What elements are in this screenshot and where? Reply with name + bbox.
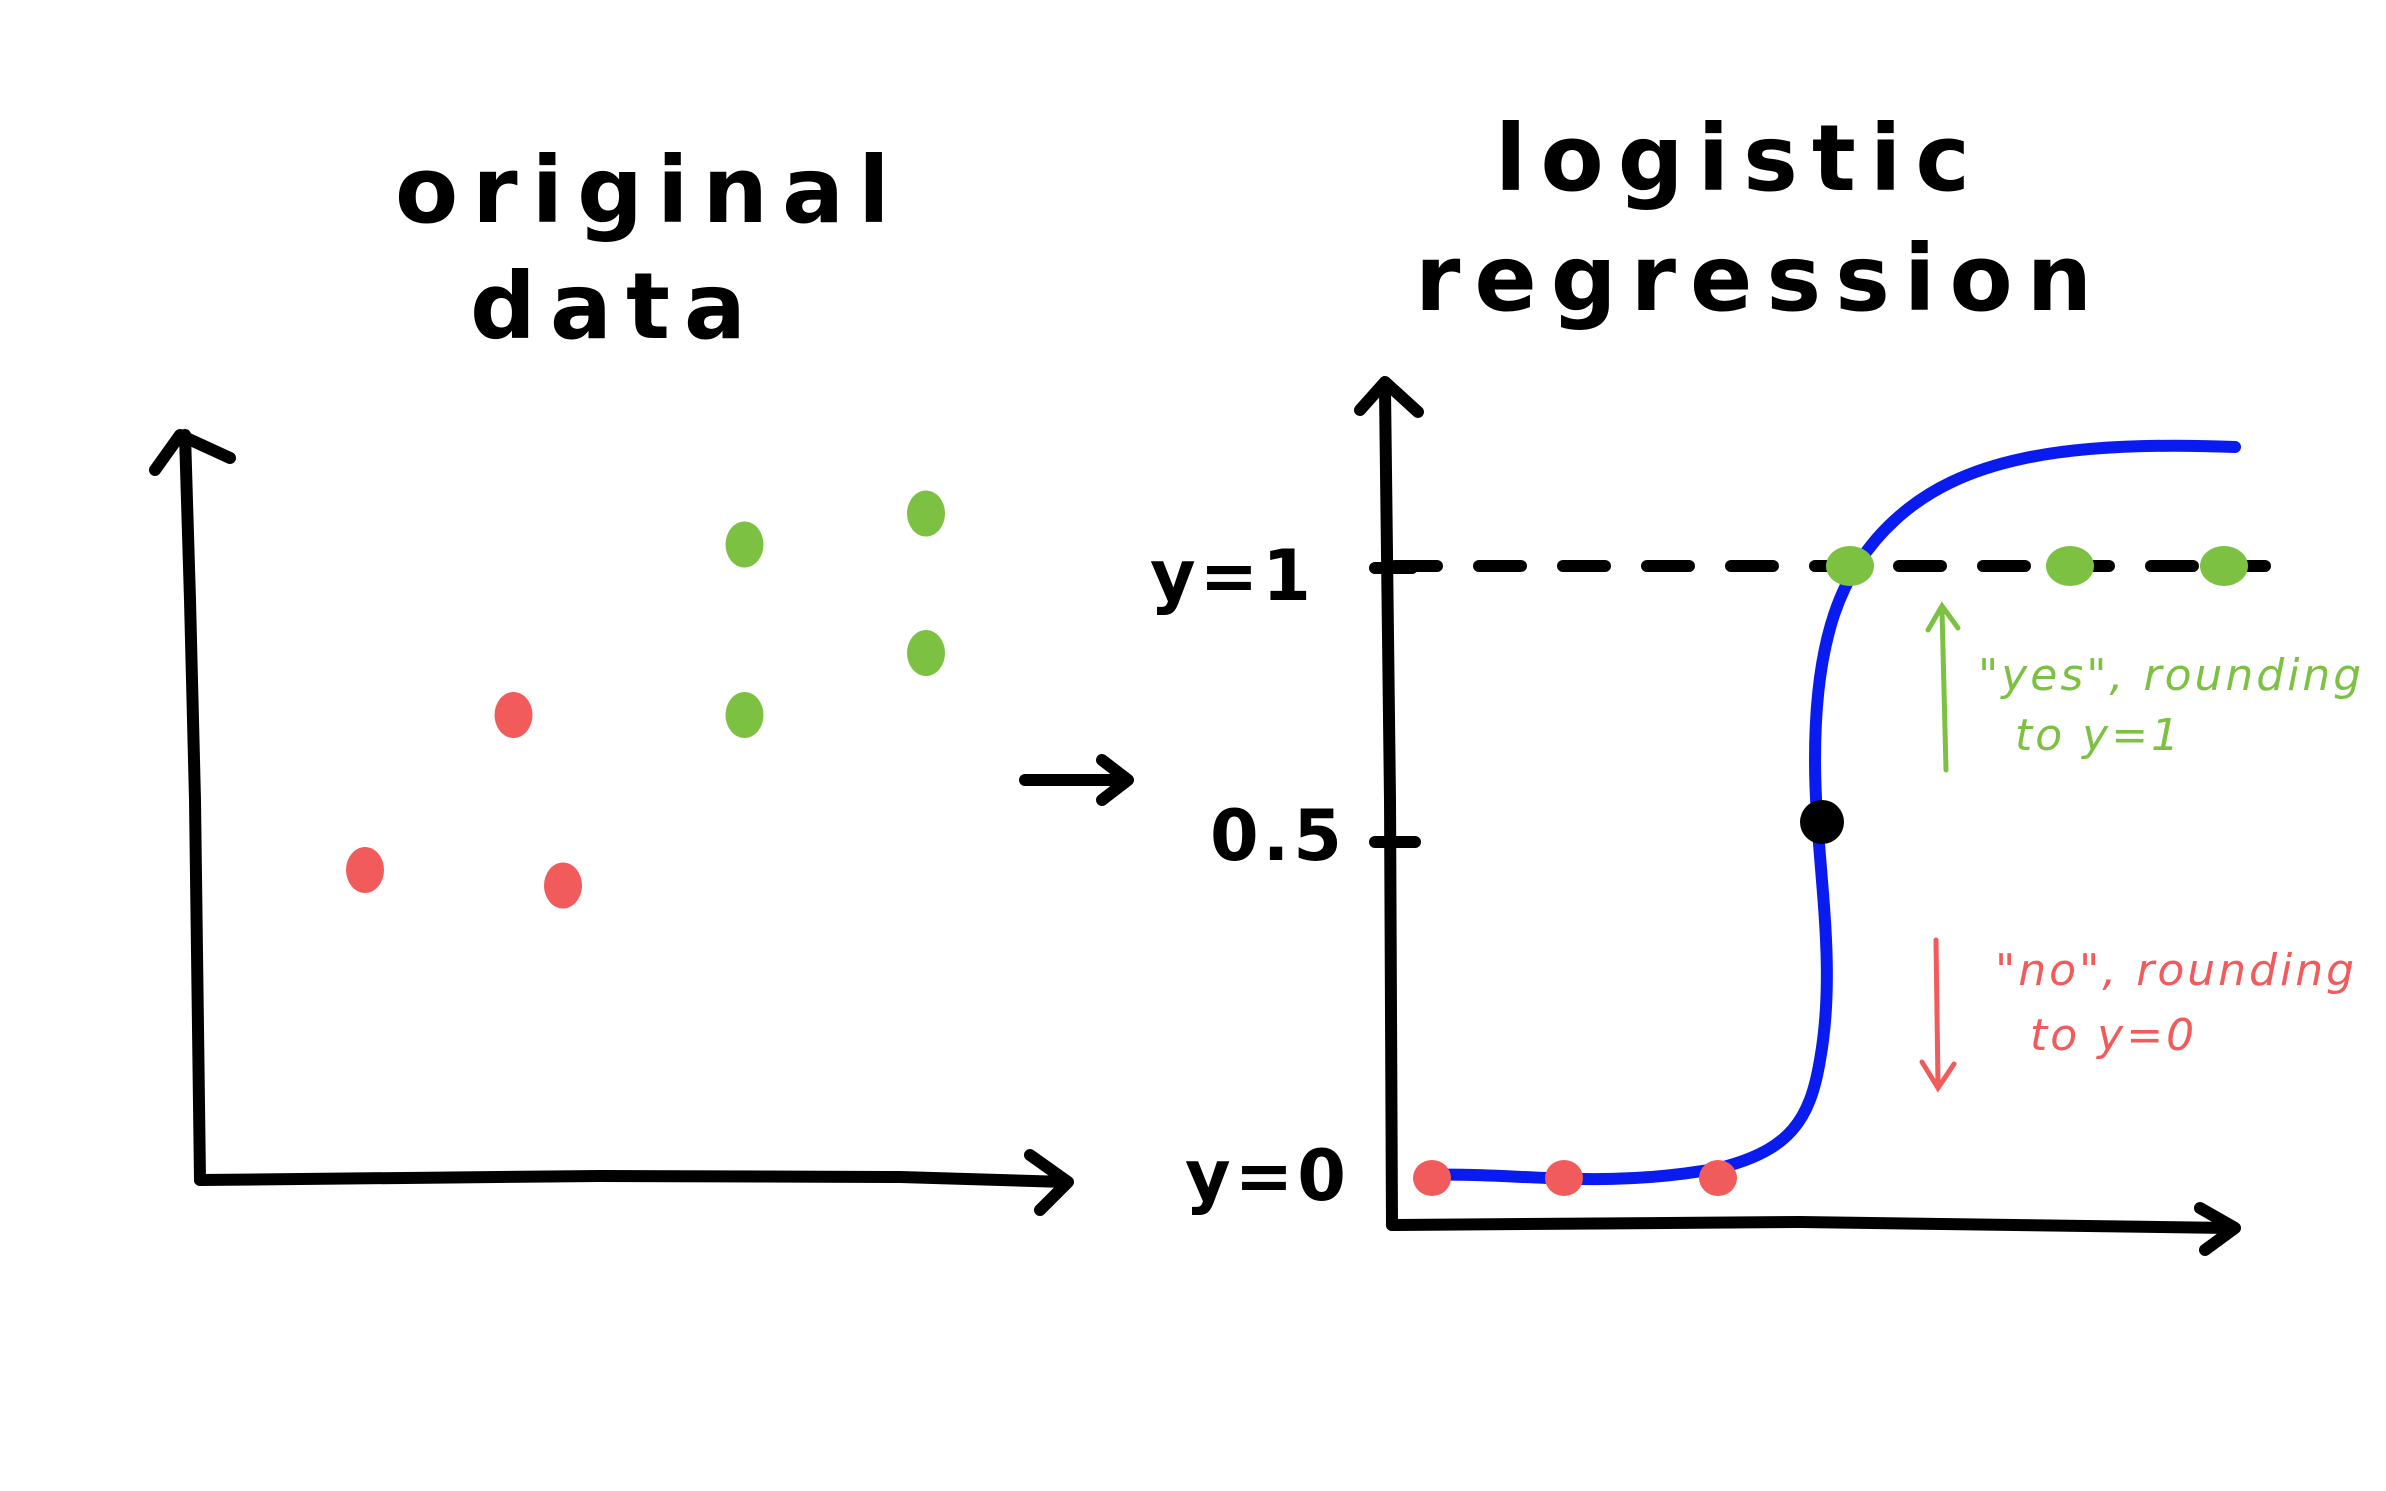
right-point-no-1 — [1545, 1160, 1583, 1196]
left-point-yes-5 — [907, 490, 945, 537]
right-point-no-2 — [1699, 1160, 1737, 1196]
right-point-yes-3 — [1826, 546, 1874, 586]
right-title-line2: regression — [1415, 225, 2106, 332]
right-title-line1: logistic — [1495, 105, 1984, 212]
no-arrow-down — [1919, 937, 1957, 1093]
left-y-arrowhead — [149, 429, 236, 476]
yes-note-line1: "yes", rounding — [1978, 650, 2364, 701]
yes-note-line2: to y=1 — [2015, 710, 2182, 761]
right-x-axis — [1386, 1216, 2236, 1234]
right-y-arrowhead — [1354, 376, 1424, 418]
right-y-axis — [1379, 384, 1398, 1231]
no-annotation: "no", rounding to y=0 — [1919, 937, 2357, 1093]
y-tick-label-half: 0.5 — [1210, 795, 1346, 877]
yes-arrow-up — [1925, 601, 1961, 773]
left-x-axis — [194, 1170, 1071, 1188]
left-point-no-0 — [346, 847, 384, 893]
yes-annotation: "yes", rounding to y=1 — [1925, 601, 2364, 773]
right-point-yes-5 — [2200, 546, 2248, 586]
sigmoid-curve — [1422, 439, 2241, 1186]
y-tick-label-0: y=0 — [1185, 1135, 1350, 1217]
right-point-no-0 — [1413, 1160, 1451, 1196]
left-title-line2: data — [470, 253, 760, 360]
transition-arrow — [1019, 754, 1134, 806]
left-point-no-1 — [544, 862, 582, 909]
left-scatter-points — [346, 490, 945, 909]
left-x-arrowhead — [1024, 1149, 1074, 1216]
no-note-line2: to y=0 — [2030, 1010, 2197, 1061]
y-tick-label-1: y=1 — [1150, 535, 1315, 617]
no-note-line1: "no", rounding — [1995, 945, 2357, 996]
left-point-yes-6 — [907, 630, 945, 676]
threshold-point — [1800, 800, 1844, 844]
left-axes — [149, 429, 1074, 1216]
right-point-yes-4 — [2046, 546, 2094, 586]
right-x-arrowhead — [2194, 1202, 2241, 1256]
left-y-axis — [179, 429, 206, 1186]
left-title-line1: original — [395, 137, 904, 244]
right-scatter-points — [1413, 546, 2248, 1196]
left-point-yes-3 — [725, 692, 764, 738]
left-point-no-2 — [494, 692, 533, 738]
left-point-yes-4 — [725, 521, 764, 568]
